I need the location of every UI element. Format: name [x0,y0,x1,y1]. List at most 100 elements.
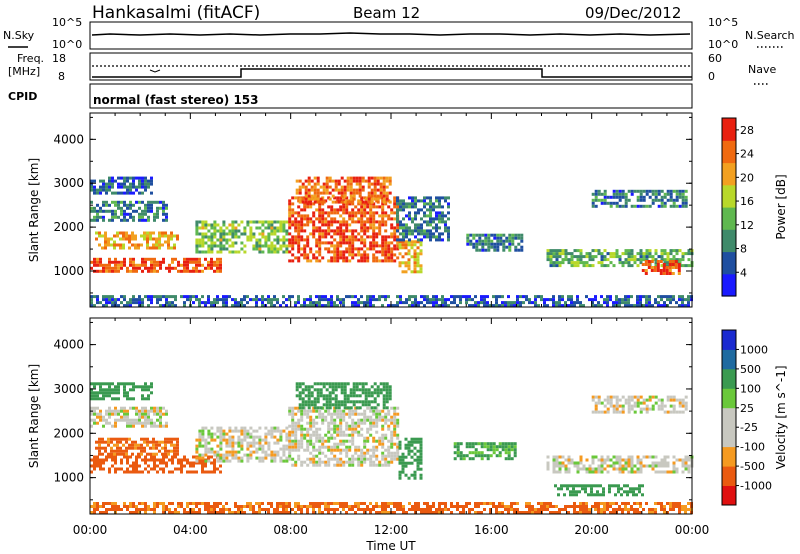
noise-left-tick-top: 10^5 [52,16,82,29]
colorbar-swatch [722,466,736,486]
colorbar-swatch [722,407,736,428]
colorbar-tick-label: -500 [740,460,765,473]
noise-sky-trace [91,32,691,36]
colorbar-swatch [722,446,736,467]
colorbar-tick-label: 20 [740,171,754,184]
power-echo-region [546,249,694,268]
colorbar-tick-label: -1000 [740,480,772,493]
velocity-echo-region [288,406,400,467]
freq-unit-label: [MHz] [8,65,40,78]
colorbar-tick-label: 1000 [740,343,768,356]
colorbar-tick-label: 28 [740,124,754,137]
frequency-panel: Freq. [MHz] 18 8 60 0 Nave CPID normal (… [8,52,776,109]
colorbar-swatch [722,485,736,506]
colorbar-tick-label: 24 [740,148,754,161]
freq-label: Freq. [17,52,44,65]
colorbar-tick-label: 500 [740,363,761,376]
colorbar-swatch [722,140,736,164]
colorbar-swatch [722,184,736,208]
x-tick-label: 12:00 [374,523,409,537]
colorbar-tick-label: -100 [740,441,765,454]
y-tick-label: 2000 [53,426,84,440]
colorbar-label: Power [dB] [774,174,788,239]
power-echo-region [195,220,289,254]
power-panel: 1000 2000 3000 4000 Slant Range [km] [27,112,694,308]
velocity-echo-region [95,437,179,456]
noise-left-tick-bottom: 10^0 [52,38,82,51]
colorbar-tick-label: 8 [740,243,747,256]
colorbar-tick-label: -25 [740,421,758,434]
colorbar-swatch [722,273,736,297]
velocity-echo-region [546,455,694,474]
velocity-echo-region [90,382,153,401]
x-tick-label: 08:00 [273,523,308,537]
velocity-echo-region [90,406,168,428]
velocity-echo-region [453,442,517,461]
x-tick-label: 00:00 [73,523,108,537]
power-colorbar: 28 24 20 16 12 8 4 Power [dB] [721,117,788,297]
velocity-panel: 1000 2000 3000 4000 Slant Range [km] [27,317,694,515]
y-axis-label: Slant Range [km] [27,158,41,262]
nave-tick-top: 60 [708,52,722,65]
date-label: 09/Dec/2012 [585,4,681,22]
cpid-value: normal (fast stereo) 153 [93,93,259,107]
y-tick-label: 4000 [53,132,84,146]
noise-right-tick-bottom: 10^0 [708,38,738,51]
velocity-echo-region [195,426,289,463]
nave-tick-bottom: 0 [708,70,715,83]
colorbar-swatch [722,330,736,350]
velocity-echo-region [554,484,644,497]
freq-tick-bottom: 8 [58,70,65,83]
colorbar-swatch [722,368,736,389]
x-tick-label: 04:00 [173,523,208,537]
power-echo-region [90,200,168,222]
cpid-label: CPID [8,90,37,103]
y-tick-label: 4000 [53,338,84,352]
power-echo-region [398,240,423,274]
velocity-echo-region [90,455,222,474]
x-tick-label: 16:00 [474,523,509,537]
power-echo-region [641,260,681,275]
colorbar-tick-label: 25 [740,402,754,415]
power-echo-region [90,295,693,308]
y-tick-label: 1000 [53,264,84,278]
colorbar-swatch [722,118,736,141]
power-echo-region [90,257,222,273]
colorbar-tick-label: 16 [740,195,754,208]
colorbar-swatch [722,251,736,275]
colorbar-swatch [722,388,736,409]
colorbar-tick-label: 12 [740,219,754,232]
nsky-label: N.Sky [3,29,35,42]
frequency-trace [92,68,692,78]
noise-right-tick-top: 10^5 [708,16,738,29]
y-tick-label: 3000 [53,382,84,396]
colorbar-swatch [722,162,736,186]
station-title: Hankasalmi (fitACF) [92,3,260,23]
colorbar-swatch [722,207,736,230]
y-tick-label: 3000 [53,176,84,190]
velocity-echo-region [398,437,423,480]
y-tick-label: 1000 [53,471,84,485]
power-echo-region [288,196,400,263]
noise-panel: N.Sky 10^5 10^0 10^5 10^0 N.Search [3,16,795,51]
colorbar-swatch [722,349,736,370]
colorbar-tick-label: 4 [740,266,747,279]
colorbar-swatch [722,427,736,448]
freq-tick-top: 18 [52,52,66,65]
nave-label: Nave [748,63,776,76]
time-axis: 00:00 04:00 08:00 12:00 16:00 20:00 00:00 Time … [73,523,710,553]
colorbar-label: Velocity [m s^-1] [774,365,788,469]
power-echo-region [295,176,392,204]
x-tick-label: 20:00 [574,523,609,537]
velocity-echo-region [591,395,688,414]
y-tick-label: 2000 [53,220,84,234]
power-echo-region [396,196,450,242]
beam-label: Beam 12 [353,4,420,22]
colorbar-swatch [722,229,736,253]
power-echo-region [95,231,179,250]
power-echo-region [466,233,524,252]
x-tick-label: 00:00 [675,523,710,537]
x-axis-label: Time UT [365,539,416,553]
